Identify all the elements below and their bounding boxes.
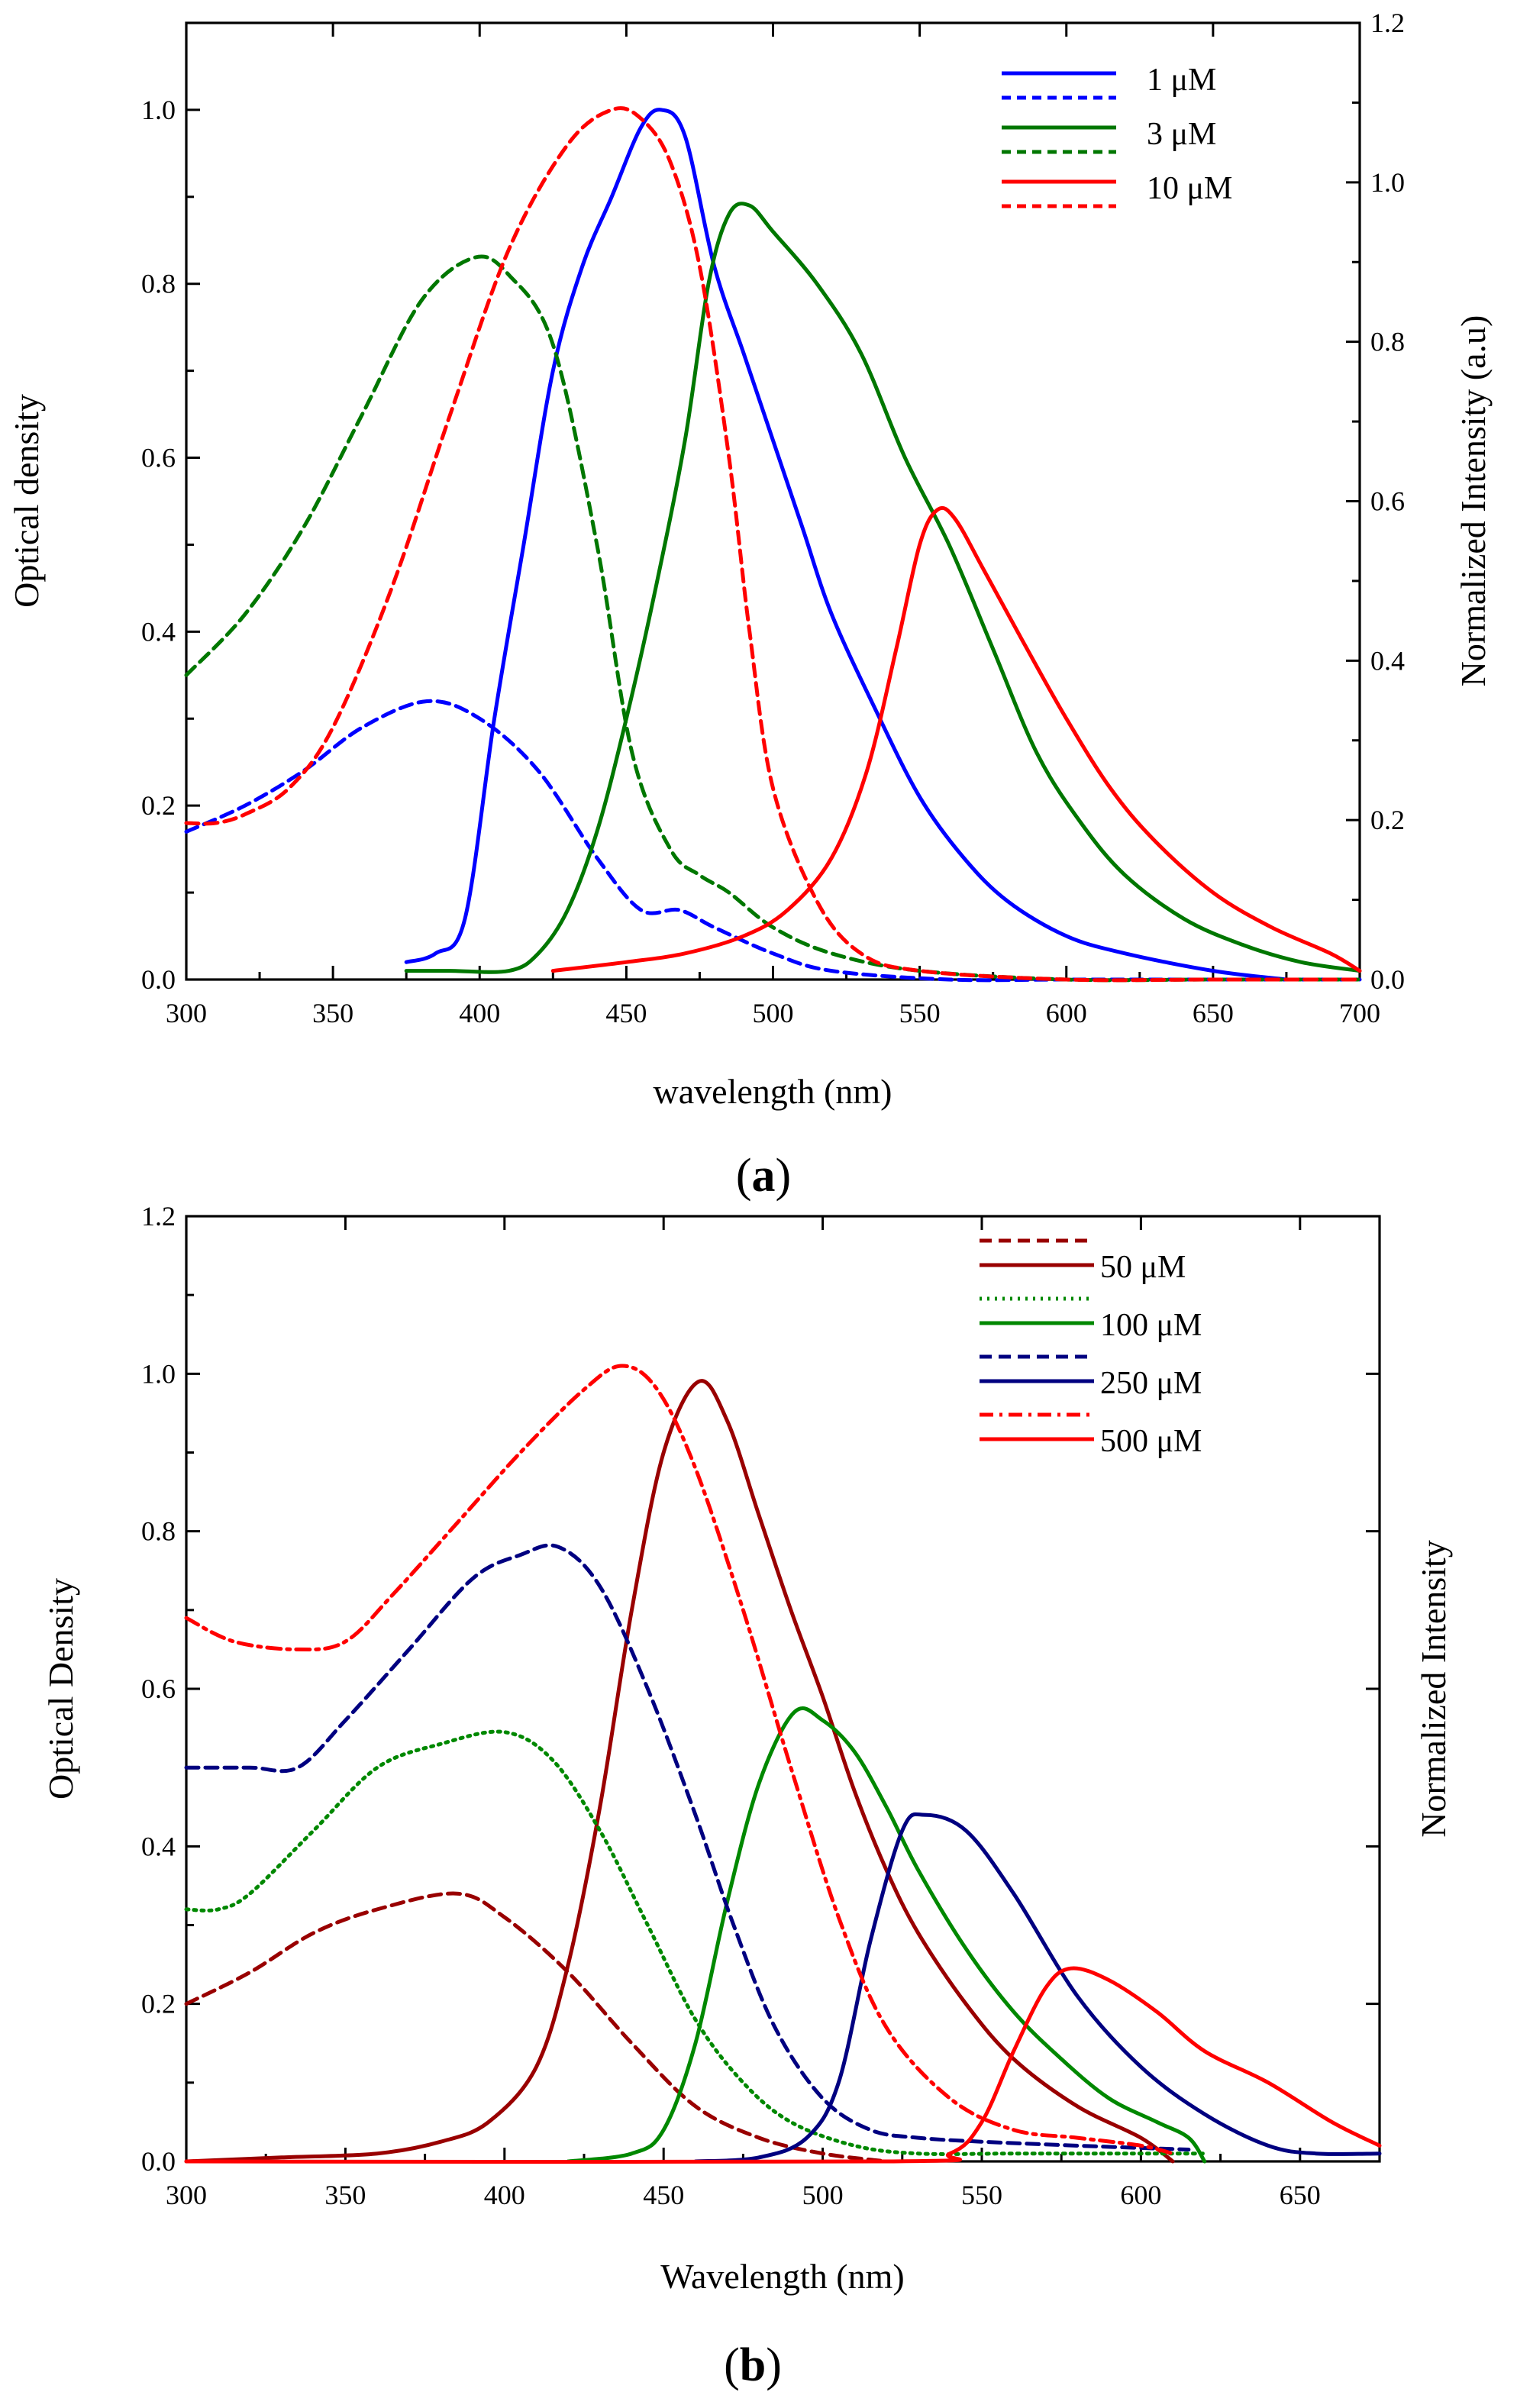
panel-b-label-close-paren: ) <box>766 2339 782 2391</box>
panel-b-y-ticks-left: 0.0 0.2 0.4 0.6 0.8 1.0 1.2 <box>141 1201 200 2177</box>
panel-a-y-ticks-left: 0.0 0.2 0.4 0.6 0.8 1.0 <box>141 95 200 995</box>
panel-a-y-tick-label-left-0: 0.0 <box>141 964 176 995</box>
panel-b-legend-item-3: 500 μM <box>980 1412 1202 1459</box>
panel-a-label-open-paren: ( <box>736 1150 752 1202</box>
panel-a-label-letter: a <box>752 1150 776 1202</box>
panel-a-legend-item-2: 10 μM <box>1002 171 1232 208</box>
panel-a-legend-label-0: 1 μM <box>1147 63 1216 98</box>
panel-b-y-axis-title-right: Normalized Intensity <box>1414 1540 1453 1838</box>
panel-a-series-1-line <box>404 108 1289 982</box>
panel-a-series-3-line <box>404 202 1362 974</box>
panel-a-y-tick-label-left-1: 0.2 <box>141 790 176 821</box>
panel-a-y-ticks-right: 0.0 0.2 0.4 0.6 0.8 1.0 1.2 <box>1346 8 1405 995</box>
panel-a-series-2-line <box>184 254 1362 983</box>
panel-b-legend: 50 μM 100 μM 250 μM 500 μM <box>980 1238 1202 1459</box>
panel-b-label-letter: b <box>740 2339 766 2391</box>
panel-b-series-1-line <box>184 1379 1175 2164</box>
panel-a-legend-item-1: 3 μM <box>1002 117 1216 154</box>
panel-a-y-tick-label-left-4: 0.8 <box>141 269 176 299</box>
panel-a-y-tick-label-right-0: 0.0 <box>1370 964 1405 995</box>
panel-b-y-tick-label-left-1: 0.2 <box>141 1989 176 2019</box>
panel-a-legend-label-2: 10 μM <box>1147 171 1232 206</box>
panel-b-x-tick-label-3: 450 <box>643 2180 684 2210</box>
panel-b-label-open-paren: ( <box>724 2339 740 2391</box>
panel-b-y-tick-label-left-6: 1.2 <box>141 1201 176 1231</box>
panel-a-y-tick-label-left-5: 1.0 <box>141 95 176 125</box>
panel-b-label: (b) <box>724 2339 782 2391</box>
panel-b-series-group <box>184 1364 1382 2164</box>
panel-b-y-tick-label-left-4: 0.8 <box>141 1516 176 1547</box>
panel-b-x-tick-label-1: 350 <box>324 2180 366 2210</box>
panel-a-x-tick-label-8: 700 <box>1339 998 1380 1028</box>
panel-b-legend-item-2: 250 μM <box>980 1354 1202 1401</box>
panel-a-x-tick-label-7: 650 <box>1193 998 1234 1028</box>
panel-b-legend-label-0: 50 μM <box>1100 1250 1186 1285</box>
panel-b-legend-label-1: 100 μM <box>1100 1308 1202 1343</box>
panel-b-y-tick-label-left-5: 1.0 <box>141 1358 176 1389</box>
panel-a-y-tick-label-left-2: 0.4 <box>141 616 176 647</box>
panel-b-x-tick-label-5: 550 <box>961 2180 1002 2210</box>
panel-a-x-tick-label-4: 500 <box>753 998 794 1028</box>
panel-b-series-7-line <box>184 1966 1382 2164</box>
panel-a-y-axis-title-left: Optical density <box>7 394 46 608</box>
panel-a-plot-frame <box>185 21 1361 981</box>
panel-a-series-4-line <box>184 106 1362 983</box>
panel-a-y-tick-label-right-6: 1.2 <box>1370 8 1405 38</box>
panel-b-y-tick-label-left-0: 0.0 <box>141 2146 176 2177</box>
panel-a-chart: 300 350 400 450 500 550 600 650 700 0.0 0.2 0.4 0.6… <box>7 8 1493 1202</box>
panel-b-legend-label-2: 250 μM <box>1100 1366 1202 1401</box>
panel-b-x-tick-label-6: 600 <box>1120 2180 1161 2210</box>
panel-a-x-tick-label-5: 550 <box>899 998 941 1028</box>
panel-b-series-0-line <box>184 1891 889 2164</box>
panel-b-y-ticks-right <box>1366 1215 1380 2163</box>
panel-b-x-tick-label-2: 400 <box>484 2180 525 2210</box>
panel-b-series-6-line <box>184 1364 1175 2156</box>
panel-a-y-tick-label-right-4: 0.8 <box>1370 327 1405 357</box>
panel-a-x-tick-label-2: 400 <box>459 998 500 1028</box>
panel-a-label: (a) <box>736 1150 791 1202</box>
panel-b-y-tick-label-left-2: 0.4 <box>141 1831 176 1861</box>
panel-a-series-group <box>184 106 1362 983</box>
panel-b-series-4-line <box>184 1543 1191 2151</box>
panel-a-x-tick-label-1: 350 <box>312 998 353 1028</box>
panel-a-legend-item-0: 1 μM <box>1002 63 1216 100</box>
panel-b-x-tick-label-0: 300 <box>166 2180 207 2210</box>
panel-b-legend-item-0: 50 μM <box>980 1238 1186 1285</box>
panel-a-x-tick-label-6: 600 <box>1046 998 1087 1028</box>
panel-b-plot-frame <box>185 1215 1381 2163</box>
panel-a-x-axis-title: wavelength (nm) <box>654 1072 892 1111</box>
panel-a-y-tick-label-right-5: 1.0 <box>1370 167 1405 198</box>
panel-b-legend-item-1: 100 μM <box>980 1296 1202 1343</box>
panel-b-y-axis-title-left: Optical Density <box>41 1578 80 1800</box>
panel-a-y-tick-label-right-1: 0.2 <box>1370 805 1405 835</box>
panel-b-series-5-line <box>693 1812 1382 2164</box>
panel-a-y-axis-title-right: Normalized Intensity (a.u) <box>1454 315 1493 687</box>
panel-b-x-ticks: 300 350 400 450 500 550 600 650 <box>166 1216 1321 2210</box>
panel-a-x-tick-label-0: 300 <box>166 998 207 1028</box>
panel-b-x-tick-label-4: 500 <box>802 2180 844 2210</box>
panel-b-series-3-line <box>566 1706 1207 2164</box>
panel-a-y-tick-label-right-2: 0.4 <box>1370 645 1405 676</box>
panel-a-x-tick-label-3: 450 <box>605 998 647 1028</box>
panel-a-label-close-paren: ) <box>776 1150 792 1202</box>
panel-b-x-axis-title: Wavelength (nm) <box>660 2257 904 2296</box>
panel-a-legend: 1 μM 3 μM 10 μM <box>1002 63 1232 208</box>
panel-b-legend-label-3: 500 μM <box>1100 1424 1202 1459</box>
panel-a-y-tick-label-left-3: 0.6 <box>141 443 176 473</box>
panel-b-y-tick-label-left-3: 0.6 <box>141 1674 176 1704</box>
panel-a-series-0-line <box>184 699 1362 983</box>
panel-a-series-5-line <box>550 505 1362 973</box>
panel-b-chart: 300 350 400 450 500 550 600 650 0.0 0.2 0.4 0.6 0.8… <box>41 1201 1453 2391</box>
panel-a-y-tick-label-right-3: 0.6 <box>1370 486 1405 517</box>
panel-b-x-tick-label-7: 650 <box>1280 2180 1321 2210</box>
panel-a-legend-label-1: 3 μM <box>1147 117 1216 152</box>
